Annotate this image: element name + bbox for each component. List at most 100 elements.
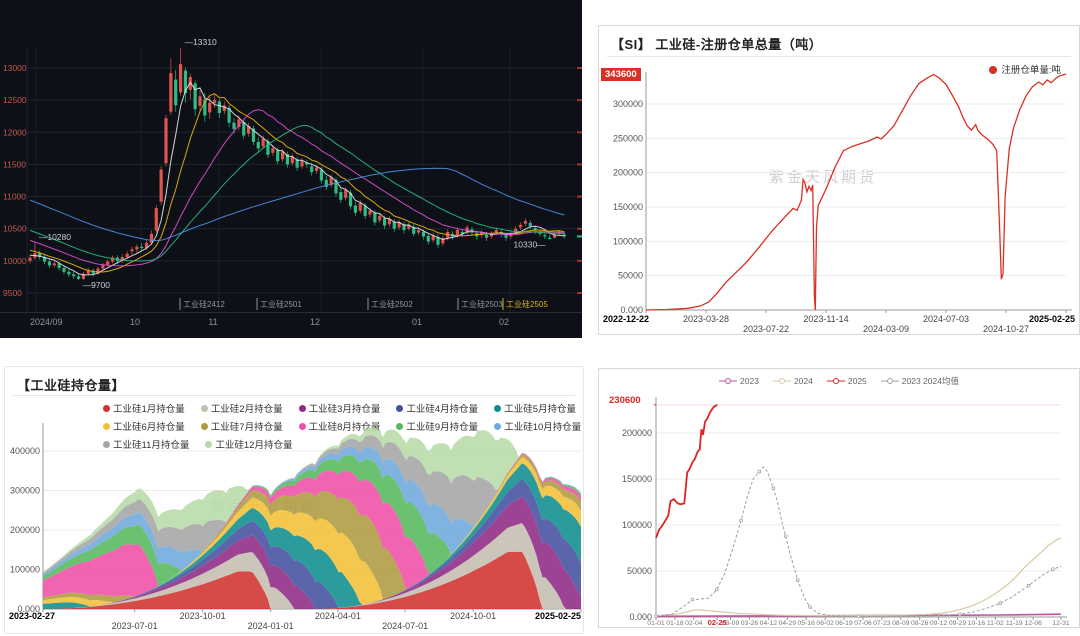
svg-text:—9700: —9700	[83, 280, 111, 290]
svg-text:08-09: 08-09	[892, 620, 910, 627]
positions-legend: 工业硅1月持仓量 工业硅2月持仓量 工业硅3月持仓量 工业硅4月持仓量 工业硅5月持仓量…	[103, 401, 581, 451]
kline-y-axis-labels: 13000 12500 12000 11500 11000 10500 10000 9500	[3, 63, 27, 298]
svg-text:2024-10-01: 2024-10-01	[450, 611, 496, 621]
svg-text:2025-02-25: 2025-02-25	[1029, 314, 1075, 324]
svg-text:08-26: 08-26	[911, 620, 929, 627]
legend-item[interactable]: 工业硅12月持仓量	[205, 437, 292, 451]
warrant-grid	[645, 72, 1072, 311]
legend-dot-icon	[298, 405, 306, 412]
svg-text:06-19: 06-19	[835, 620, 853, 627]
svg-text:02-04: 02-04	[685, 620, 703, 627]
svg-text:200000: 200000	[10, 525, 40, 535]
svg-text:50000: 50000	[627, 566, 652, 576]
legend-label: 2023 2024均值	[901, 376, 959, 386]
svg-text:11500: 11500	[3, 159, 26, 169]
legend-dot-icon	[200, 405, 208, 412]
legend-dot-icon	[103, 423, 110, 430]
svg-text:50000: 50000	[618, 271, 643, 281]
svg-text:2023-07-01: 2023-07-01	[112, 621, 158, 631]
svg-text:2024-03-09: 2024-03-09	[863, 324, 909, 334]
svg-text:2024-04-01: 2024-04-01	[315, 611, 361, 621]
legend-item[interactable]: 工业硅9月持仓量	[396, 419, 478, 433]
svg-text:工业硅2502: 工业硅2502	[371, 299, 413, 309]
svg-text:12000: 12000	[3, 127, 27, 137]
legend-item[interactable]: 工业硅10月持仓量	[494, 419, 581, 433]
svg-text:12-31: 12-31	[1052, 620, 1070, 627]
seasonal-x-axis-labels: 01-01 01-18 02-04 02-2503-09 03-26 04-12 04-29…	[647, 617, 1070, 627]
svg-text:150000: 150000	[622, 474, 652, 484]
legend-item[interactable]: 2023 2024均值	[880, 375, 959, 387]
svg-text:01-01: 01-01	[647, 620, 665, 627]
legend-label: 2023	[740, 376, 759, 386]
svg-text:10000: 10000	[3, 256, 27, 266]
svg-text:100000: 100000	[613, 236, 643, 246]
candlestick-chart[interactable]: 13000 12500 12000 11500 11000 10500 10000 9500 —…	[0, 0, 582, 338]
seasonal-panel: 2023 2024 2025 2023 2024均值 230600 200000 150…	[598, 368, 1080, 628]
legend-line-marker-icon	[880, 378, 899, 384]
svg-text:2023-07-22: 2023-07-22	[743, 324, 789, 334]
title-separator	[13, 395, 575, 396]
svg-text:2024/09: 2024/09	[30, 317, 63, 327]
svg-text:9500: 9500	[3, 288, 22, 298]
legend-item[interactable]: 2025	[826, 375, 867, 387]
svg-text:2023-03-28: 2023-03-28	[683, 314, 729, 324]
warrant-legend-label: 注册仓单量:吨	[1001, 65, 1061, 76]
svg-text:2024-07-03: 2024-07-03	[923, 314, 969, 324]
legend-item[interactable]: 2024	[772, 375, 813, 387]
svg-text:10: 10	[130, 317, 140, 327]
warrant-legend-item[interactable]: 注册仓单量:吨	[989, 62, 1061, 76]
svg-text:2024-01-01: 2024-01-01	[248, 621, 294, 631]
legend-item[interactable]: 2023	[719, 375, 759, 387]
svg-text:2024-07-01: 2024-07-01	[382, 621, 428, 631]
legend-item[interactable]: 工业硅6月持仓量	[103, 419, 185, 433]
warrant-current-value: 343600	[601, 68, 641, 81]
legend-item[interactable]: 工业硅8月持仓量	[298, 419, 380, 433]
svg-text:工业硅2503: 工业硅2503	[461, 299, 503, 309]
svg-text:12-06: 12-06	[1024, 620, 1042, 627]
legend-item[interactable]: 工业硅5月持仓量	[494, 401, 576, 415]
warrant-y-axis-labels: 300000 250000 200000 150000 100000 50000 0.000	[613, 99, 643, 315]
last-price-marker	[577, 235, 582, 238]
svg-text:2024-10-27: 2024-10-27	[983, 324, 1029, 334]
svg-text:300000: 300000	[613, 99, 643, 109]
svg-text:02-25: 02-25	[708, 618, 727, 627]
legend-item[interactable]: 工业硅2月持仓量	[200, 401, 283, 415]
kline-grid	[0, 46, 582, 313]
warrant-line-chart[interactable]: 300000 250000 200000 150000 100000 50000 0.000…	[599, 26, 1079, 334]
kline-right-axis-ticks	[577, 67, 582, 294]
svg-text:工业硅2412: 工业硅2412	[183, 299, 225, 309]
svg-text:2023-10-01: 2023-10-01	[180, 611, 226, 621]
positions-panel: 【工业硅持仓量】 工业硅1月持仓量 工业硅2月持仓量 工业硅3月持仓量 工业硅4月持仓…	[4, 366, 584, 634]
title-separator	[607, 56, 1071, 57]
legend-item[interactable]: 工业硅1月持仓量	[103, 401, 185, 415]
svg-text:06-02: 06-02	[816, 620, 834, 627]
positions-y-axis-labels: 400000 300000 200000 100000 0.000	[10, 446, 40, 614]
svg-text:2022-12-22: 2022-12-22	[603, 314, 649, 324]
svg-text:10500: 10500	[3, 224, 27, 234]
svg-text:2023-02-27: 2023-02-27	[9, 611, 55, 621]
svg-text:13000: 13000	[3, 63, 27, 73]
legend-item[interactable]: 工业硅11月持仓量	[103, 437, 189, 451]
contract-tags: 工业硅2412 工业硅2501 工业硅2502 工业硅2503 工业硅2505	[179, 298, 548, 310]
svg-text:10330—: 10330—	[514, 240, 547, 250]
legend-item[interactable]: 工业硅7月持仓量	[200, 419, 283, 433]
legend-line-marker-icon	[826, 378, 845, 384]
legend-dot-icon	[200, 423, 208, 430]
legend-dot-icon	[298, 423, 306, 430]
svg-text:09-29: 09-29	[949, 620, 967, 627]
svg-text:200000: 200000	[613, 168, 643, 178]
svg-text:工业硅2501: 工业硅2501	[260, 299, 302, 309]
warrant-series-line	[645, 73, 1067, 311]
legend-item[interactable]: 工业硅4月持仓量	[396, 401, 478, 415]
svg-text:04-29: 04-29	[779, 620, 797, 627]
legend-dot-icon	[494, 405, 502, 412]
svg-text:200000: 200000	[622, 428, 652, 438]
legend-item[interactable]: 工业硅3月持仓量	[298, 401, 380, 415]
legend-dot-icon	[205, 441, 213, 448]
svg-text:150000: 150000	[613, 202, 643, 212]
seasonal-y-axis-labels: 200000 150000 100000 50000 0.000	[622, 404, 656, 622]
seasonal-legend: 2023 2024 2025 2023 2024均值	[599, 375, 1079, 387]
price-annotations: —10280 —9700 —13310 10330—	[39, 37, 546, 290]
